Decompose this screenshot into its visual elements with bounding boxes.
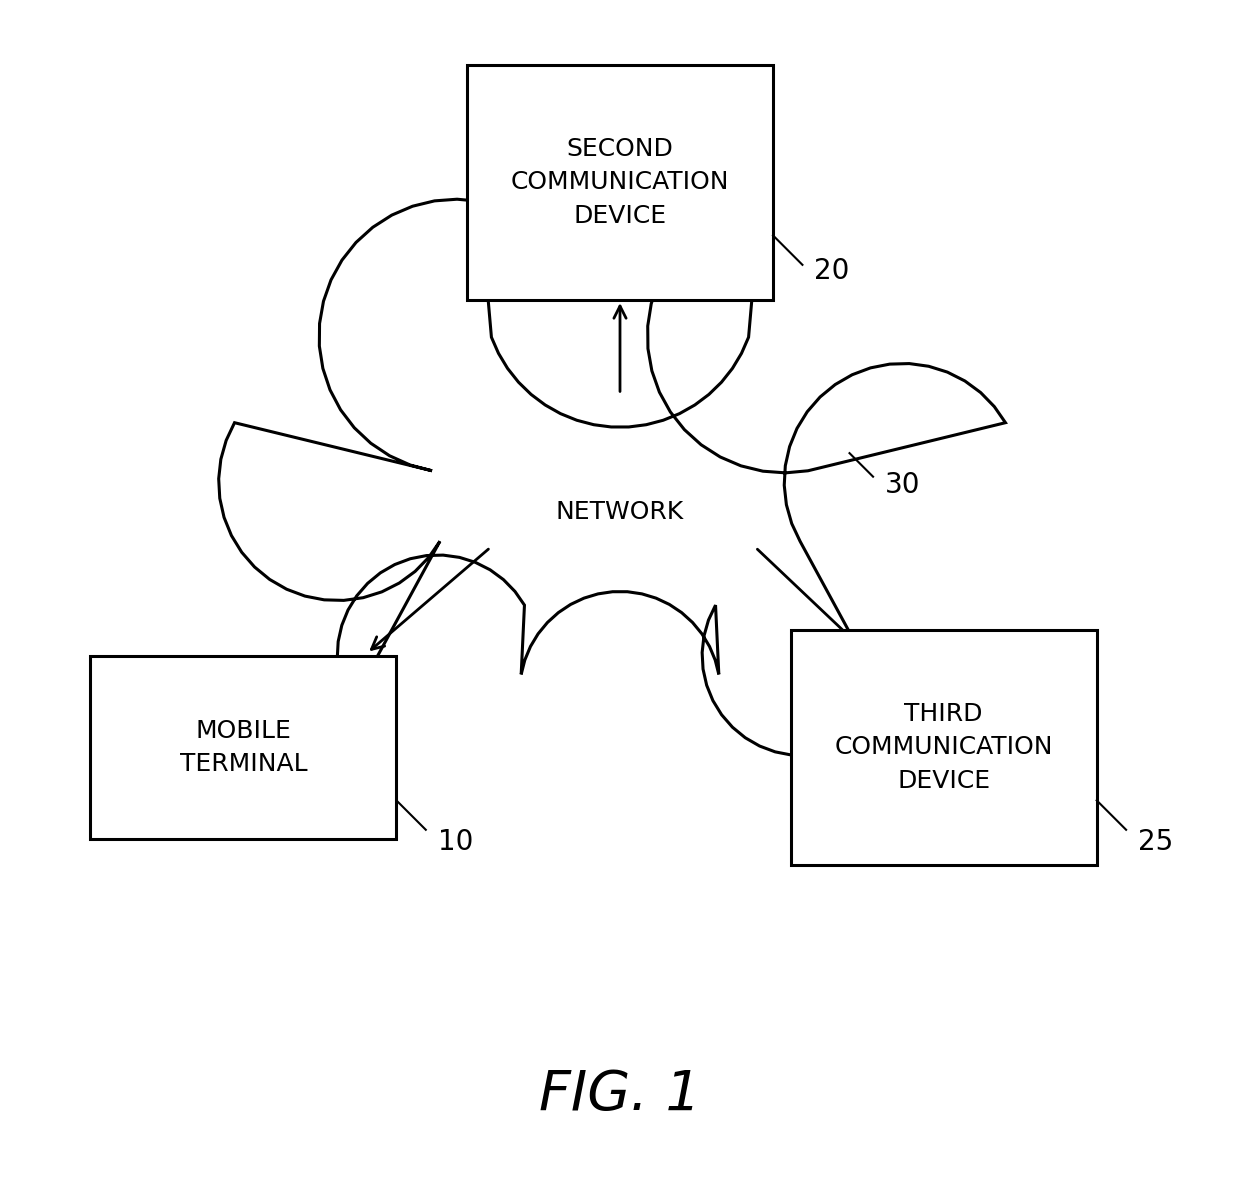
Text: NETWORK: NETWORK [556,500,684,524]
Text: 25: 25 [1138,827,1173,856]
Text: 20: 20 [815,257,849,285]
Text: 30: 30 [885,471,920,499]
Text: FIG. 1: FIG. 1 [539,1068,701,1122]
FancyBboxPatch shape [791,630,1096,865]
Text: THIRD
COMMUNICATION
DEVICE: THIRD COMMUNICATION DEVICE [835,701,1053,793]
Text: MOBILE
TERMINAL: MOBILE TERMINAL [180,719,308,776]
Text: 10: 10 [438,827,472,856]
FancyBboxPatch shape [91,657,397,838]
Text: SECOND
COMMUNICATION
DEVICE: SECOND COMMUNICATION DEVICE [511,137,729,228]
FancyBboxPatch shape [467,65,773,300]
Polygon shape [218,199,1006,756]
